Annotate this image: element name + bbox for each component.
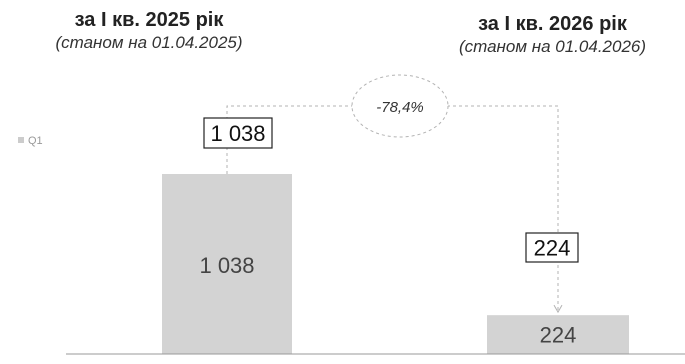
value-callout-label: 1 038 (210, 121, 265, 146)
period-header-2025: за І кв. 2025 рік (станом на 01.04.2025) (20, 8, 278, 54)
period-title: за І кв. 2025 рік (74, 9, 224, 31)
change-percent-label: -78,4% (376, 99, 424, 116)
value-callout-box (525, 232, 579, 263)
bar-value-label: 1 038 (199, 253, 254, 278)
period-header-2026: за І кв. 2026 рік (станом на 01.04.2026) (420, 12, 685, 58)
change-ellipse (351, 74, 449, 138)
bar (162, 174, 292, 354)
period-title: за І кв. 2026 рік (478, 13, 627, 35)
period-subtitle: (станом на 01.04.2025) (55, 33, 243, 52)
legend-label: Q1 (28, 135, 43, 147)
value-callout-label: 224 (534, 236, 571, 261)
period-subtitle: (станом на 01.04.2026) (458, 37, 647, 56)
value-callout-box (203, 117, 273, 149)
arrow-head (553, 304, 563, 314)
bar-value-label: 224 (540, 323, 577, 348)
bar (487, 315, 629, 354)
legend-swatch (18, 137, 24, 143)
